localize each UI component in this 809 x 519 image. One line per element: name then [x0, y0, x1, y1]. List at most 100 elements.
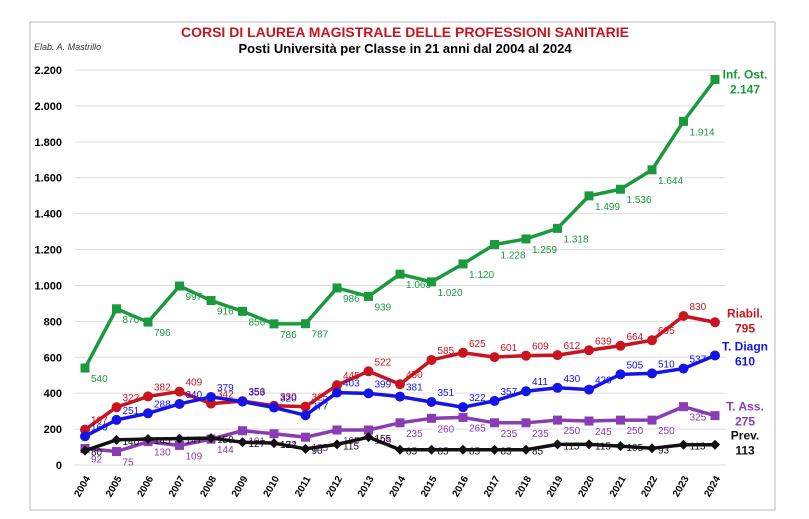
marker [647, 165, 657, 175]
data-label: 235 [532, 429, 549, 440]
data-label: 325 [312, 393, 329, 404]
data-label: 1.020 [438, 288, 463, 299]
marker [395, 391, 405, 402]
marker [710, 317, 720, 328]
marker [584, 345, 594, 356]
data-label: 787 [312, 330, 329, 341]
data-label: 381 [406, 383, 423, 394]
data-label: 382 [154, 382, 171, 393]
marker [332, 439, 342, 450]
y-tick-label: 1.600 [34, 173, 62, 185]
marker [363, 366, 374, 377]
data-label: 916 [217, 307, 234, 318]
marker [364, 291, 373, 301]
data-label: 155 [375, 434, 392, 445]
data-label: 609 [532, 342, 549, 353]
marker [678, 363, 689, 374]
data-label: 409 [186, 378, 203, 389]
data-label: 140 [123, 437, 140, 448]
marker [490, 240, 499, 250]
marker [112, 447, 121, 457]
data-label: 830 [690, 302, 707, 313]
data-label: 265 [469, 423, 486, 434]
marker [489, 395, 500, 406]
marker [647, 415, 657, 425]
marker [552, 382, 563, 393]
y-tick-label: 1.400 [34, 209, 62, 221]
marker [111, 414, 122, 425]
marker [238, 306, 247, 316]
marker [458, 444, 468, 455]
marker [616, 184, 625, 194]
marker [458, 412, 468, 422]
data-label: 351 [438, 388, 455, 399]
data-label: 639 [595, 336, 612, 347]
chart-title: CORSI DI LAUREA MAGISTRALE DELLE PROFESS… [181, 24, 629, 40]
marker [395, 269, 405, 279]
marker [174, 386, 185, 397]
data-label: 399 [375, 379, 392, 390]
data-label: 322 [469, 393, 486, 404]
data-label: 997 [186, 292, 203, 303]
data-label: 1.318 [564, 234, 589, 245]
marker [647, 443, 657, 454]
data-label: 235 [406, 429, 423, 440]
marker [427, 277, 436, 287]
marker [521, 234, 531, 244]
marker [112, 304, 121, 314]
marker [395, 379, 405, 390]
marker [679, 116, 688, 126]
marker [489, 352, 500, 363]
data-label: 540 [91, 374, 108, 385]
data-label: 986 [343, 294, 360, 305]
data-label: 510 [658, 359, 675, 370]
data-label: 1.228 [501, 251, 526, 262]
data-label: 796 [154, 328, 171, 339]
y-tick-label: 800 [44, 316, 62, 328]
marker [332, 380, 342, 391]
marker [269, 319, 279, 329]
marker [647, 335, 657, 346]
series-end-value: 113 [735, 444, 755, 458]
marker [301, 432, 310, 442]
marker [143, 408, 153, 419]
data-label: 1.120 [469, 270, 494, 281]
data-label: 92 [91, 454, 103, 465]
note: Elab. A. Mastrillo [34, 42, 101, 52]
marker [427, 413, 436, 423]
data-label: 1.063 [406, 280, 431, 291]
data-label: 505 [627, 360, 644, 371]
marker [301, 319, 310, 329]
marker [552, 350, 563, 361]
data-label: 445 [343, 371, 360, 382]
data-label: 144 [217, 445, 234, 456]
data-label: 127 [249, 439, 266, 450]
data-label: 105 [627, 443, 644, 454]
marker [710, 439, 720, 450]
data-label: 1.259 [532, 245, 557, 256]
marker [521, 418, 531, 428]
y-tick-label: 0 [56, 460, 62, 472]
data-label: 85 [438, 447, 450, 458]
marker [238, 426, 247, 436]
marker [521, 350, 531, 361]
marker [395, 444, 405, 455]
marker [80, 445, 90, 456]
legend-label: Riabil. [727, 306, 763, 320]
data-label: 250 [564, 426, 581, 437]
marker [300, 443, 311, 454]
data-label: 786 [280, 330, 297, 341]
marker [143, 433, 153, 444]
data-label: 85 [532, 447, 544, 458]
marker [678, 310, 689, 321]
data-label: 430 [564, 374, 581, 385]
data-label: 537 [690, 355, 707, 366]
legend-label: T. Diagn [722, 339, 768, 353]
marker [363, 388, 374, 399]
data-label: 664 [627, 332, 644, 343]
marker [111, 434, 122, 445]
marker [521, 444, 531, 455]
marker [426, 396, 437, 407]
data-label: 856 [249, 317, 266, 328]
